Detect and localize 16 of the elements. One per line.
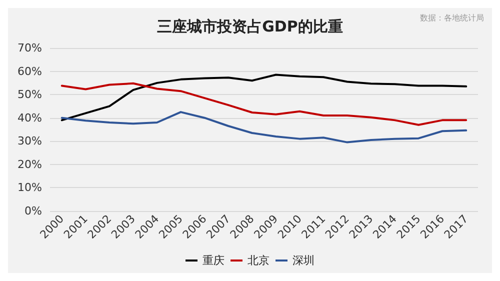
y-tick-label: 0%	[24, 204, 42, 218]
chart-title: 三座城市投资占GDP的比重	[157, 18, 343, 36]
y-tick-label: 60%	[18, 64, 42, 78]
y-tick-label: 70%	[18, 42, 42, 54]
legend-label: 北京	[248, 254, 270, 267]
line-series	[60, 82, 468, 126]
legend-label: 深圳	[292, 254, 314, 267]
legend-label: 重庆	[202, 254, 224, 267]
y-tick-label: 20%	[18, 158, 42, 171]
text: 数据：各地统计局	[420, 14, 484, 22]
line-series	[60, 111, 468, 144]
y-tick-label: 50%	[18, 88, 42, 102]
y-tick-label: 10%	[18, 181, 42, 194]
y-tick-label: 30%	[18, 134, 42, 148]
line-series	[60, 74, 468, 122]
y-tick-label: 40%	[18, 111, 42, 124]
